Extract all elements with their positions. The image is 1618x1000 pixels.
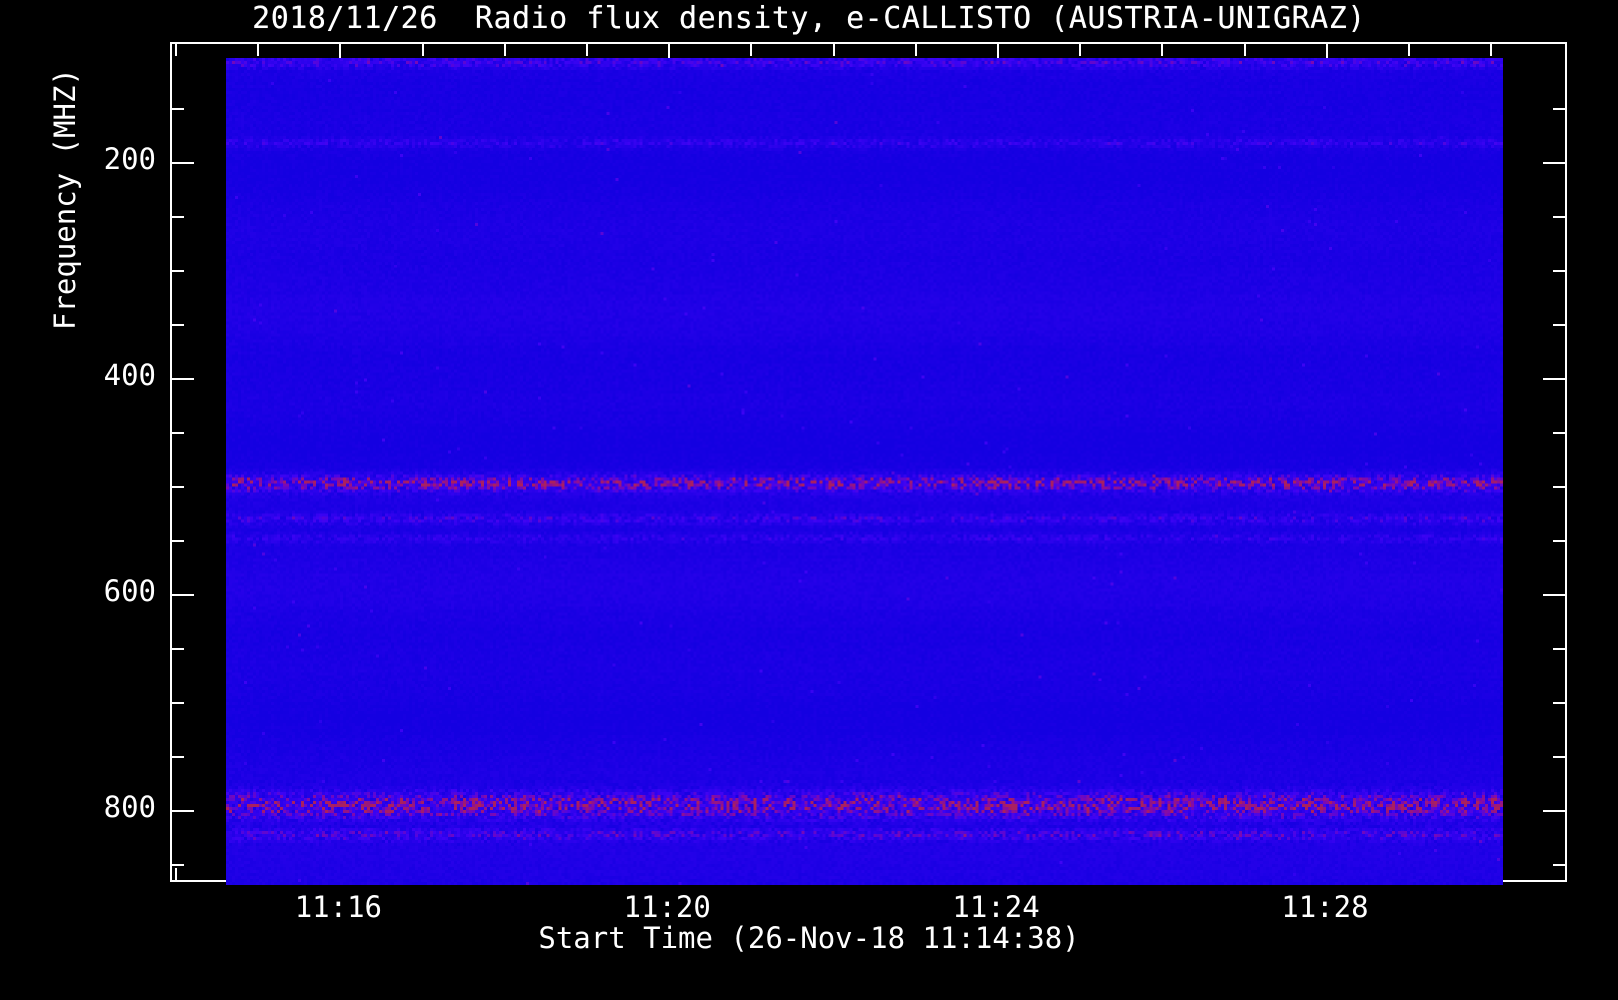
x-axis-major-tick-top xyxy=(339,44,342,66)
y-axis-minor-tick xyxy=(172,215,184,218)
x-axis-title: Start Time (26-Nov-18 11:14:38) xyxy=(538,921,1080,955)
y-axis-minor-tick-right xyxy=(1553,486,1565,488)
y-axis-title: Frequency (MHZ) xyxy=(48,68,82,330)
y-axis-major-tick xyxy=(172,377,194,380)
x-axis-minor-tick-top xyxy=(174,44,177,56)
x-axis-minor-tick-top xyxy=(1490,44,1493,56)
y-axis-major-tick-right xyxy=(1543,594,1565,597)
y-axis-minor-tick-right xyxy=(1553,215,1565,218)
y-axis-minor-tick xyxy=(172,269,184,272)
x-axis-minor-tick-top xyxy=(257,44,260,56)
x-axis-minor-tick-top xyxy=(585,44,588,56)
y-axis-major-tick-right xyxy=(1543,810,1565,813)
y-axis-minor-tick-right xyxy=(1553,756,1565,759)
y-axis-major-tick xyxy=(172,594,194,597)
y-axis-minor-tick-right xyxy=(1553,864,1565,867)
y-axis-minor-tick-right xyxy=(1553,269,1565,272)
y-axis-minor-tick-right xyxy=(1553,540,1565,543)
x-axis-minor-tick-top xyxy=(421,44,424,56)
x-axis-minor-tick xyxy=(174,868,177,880)
spectrogram-image xyxy=(226,58,1503,885)
x-axis-minor-tick-top xyxy=(750,44,753,56)
x-axis-major-tick-top xyxy=(668,44,671,66)
y-axis-minor-tick-right xyxy=(1553,323,1565,326)
x-axis-minor-tick-top xyxy=(503,44,506,56)
x-axis-tick-label: 11:24 xyxy=(952,890,1040,924)
x-axis-minor-tick-top xyxy=(1079,44,1082,56)
x-axis-minor-tick-top xyxy=(1408,44,1411,56)
y-axis-tick-label: 200 xyxy=(103,141,156,176)
x-axis-minor-tick-top xyxy=(832,44,835,56)
y-axis-minor-tick xyxy=(172,756,184,759)
y-axis-minor-tick xyxy=(172,540,184,543)
y-axis-minor-tick xyxy=(172,702,184,705)
x-axis-minor-tick-top xyxy=(1243,44,1246,56)
y-axis-minor-tick xyxy=(172,431,184,434)
x-axis-major-tick-top xyxy=(1325,44,1328,66)
y-axis-tick-label: 600 xyxy=(103,574,156,609)
y-axis-minor-tick xyxy=(172,864,184,867)
y-axis-minor-tick-right xyxy=(1553,107,1565,110)
page-title: 2018/11/26 Radio flux density, e-CALLIST… xyxy=(252,1,1366,36)
y-axis-tick-label: 400 xyxy=(103,357,156,392)
x-axis-tick-label: 11:28 xyxy=(1281,890,1369,924)
x-axis-minor-tick-top xyxy=(914,44,917,56)
y-axis-minor-tick-right xyxy=(1553,431,1565,434)
y-axis-tick-label: 800 xyxy=(103,790,156,825)
x-axis-tick-label: 11:16 xyxy=(294,890,382,924)
y-axis-major-tick-right xyxy=(1543,377,1565,380)
x-axis-minor-tick-top xyxy=(1161,44,1164,56)
x-axis-tick-label: 11:20 xyxy=(623,890,711,924)
y-axis-minor-tick-right xyxy=(1553,702,1565,705)
y-axis-minor-tick xyxy=(172,648,184,651)
y-axis-major-tick-right xyxy=(1543,161,1565,164)
y-axis-minor-tick-right xyxy=(1553,648,1565,651)
y-axis-minor-tick xyxy=(172,486,184,488)
y-axis-minor-tick xyxy=(172,107,184,110)
y-axis-major-tick xyxy=(172,810,194,813)
spectrogram-canvas xyxy=(226,58,1503,885)
y-axis-minor-tick xyxy=(172,323,184,326)
y-axis-major-tick xyxy=(172,161,194,164)
x-axis-major-tick-top xyxy=(997,44,1000,66)
